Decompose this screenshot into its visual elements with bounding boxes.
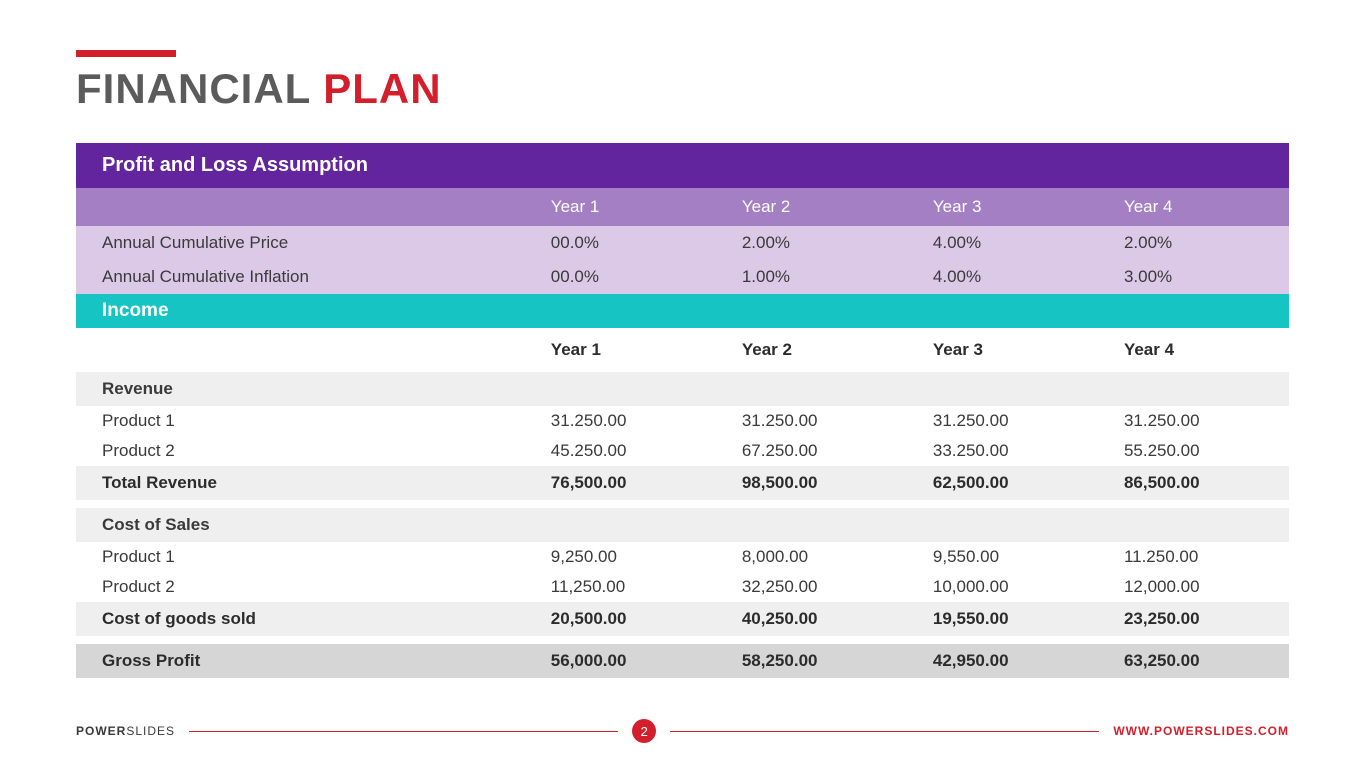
cell: 12,000.00: [1098, 572, 1289, 602]
cell: 86,500.00: [1098, 466, 1289, 500]
table-row: Product 2 45.250.00 67.250.00 33.250.00 …: [76, 436, 1289, 466]
spacer: [76, 636, 1289, 644]
cell: 55.250.00: [1098, 436, 1289, 466]
footer-line-left: [189, 731, 618, 732]
page-title: FINANCIAL PLAN: [76, 65, 1289, 113]
table-row: Product 2 11,250.00 32,250.00 10,000.00 …: [76, 572, 1289, 602]
blank-cell: [76, 188, 525, 226]
cell: 19,550.00: [907, 602, 1098, 636]
page-number-badge: 2: [632, 719, 656, 743]
cell: 11,250.00: [525, 572, 716, 602]
footer-url: WWW.POWERSLIDES.COM: [1113, 724, 1289, 738]
cell: 20,500.00: [525, 602, 716, 636]
row-label: Annual Cumulative Inflation: [76, 260, 525, 294]
income-title: Income: [76, 294, 1289, 328]
cell: 45.250.00: [525, 436, 716, 466]
cell: 23,250.00: [1098, 602, 1289, 636]
row-label: Product 1: [76, 406, 525, 436]
cell: 31.250.00: [716, 406, 907, 436]
cell: 4.00%: [907, 226, 1098, 260]
cell: 67.250.00: [716, 436, 907, 466]
footer: POWERSLIDES 2 WWW.POWERSLIDES.COM: [76, 719, 1289, 743]
row-label: Product 2: [76, 436, 525, 466]
section-header-income: Income: [76, 294, 1289, 328]
cell: 31.250.00: [907, 406, 1098, 436]
table-row: Annual Cumulative Inflation 00.0% 1.00% …: [76, 260, 1289, 294]
cost-label: Cost of Sales: [76, 508, 1289, 542]
cell: 98,500.00: [716, 466, 907, 500]
row-label: Gross Profit: [76, 644, 525, 678]
cell: 11.250.00: [1098, 542, 1289, 572]
cell: 1.00%: [716, 260, 907, 294]
blank-cell: [76, 328, 525, 372]
cell: 58,250.00: [716, 644, 907, 678]
cell: 42,950.00: [907, 644, 1098, 678]
subheader-cost: Cost of Sales: [76, 508, 1289, 542]
table-row: Annual Cumulative Price 00.0% 2.00% 4.00…: [76, 226, 1289, 260]
financial-table: Profit and Loss Assumption Year 1 Year 2…: [76, 143, 1289, 678]
slide: FINANCIAL PLAN Profit and Loss Assumptio…: [0, 0, 1365, 767]
section-header-assumption: Profit and Loss Assumption: [76, 143, 1289, 188]
row-label: Total Revenue: [76, 466, 525, 500]
assumption-year-4: Year 4: [1098, 188, 1289, 226]
income-year-4: Year 4: [1098, 328, 1289, 372]
cell: 00.0%: [525, 226, 716, 260]
assumption-year-2: Year 2: [716, 188, 907, 226]
page-number: 2: [641, 724, 648, 739]
cell: 10,000.00: [907, 572, 1098, 602]
cell: 62,500.00: [907, 466, 1098, 500]
cell: 9,250.00: [525, 542, 716, 572]
spacer: [76, 500, 1289, 508]
footer-line-right: [670, 731, 1099, 732]
revenue-label: Revenue: [76, 372, 1289, 406]
cell: 9,550.00: [907, 542, 1098, 572]
row-label: Product 1: [76, 542, 525, 572]
income-year-header: Year 1 Year 2 Year 3 Year 4: [76, 328, 1289, 372]
total-revenue-row: Total Revenue 76,500.00 98,500.00 62,500…: [76, 466, 1289, 500]
cell: 40,250.00: [716, 602, 907, 636]
cell: 00.0%: [525, 260, 716, 294]
cell: 2.00%: [716, 226, 907, 260]
accent-bar: [76, 50, 176, 57]
brand-bold: POWER: [76, 724, 126, 738]
cell: 63,250.00: [1098, 644, 1289, 678]
row-label: Annual Cumulative Price: [76, 226, 525, 260]
income-year-2: Year 2: [716, 328, 907, 372]
row-label: Cost of goods sold: [76, 602, 525, 636]
cell: 32,250.00: [716, 572, 907, 602]
subheader-revenue: Revenue: [76, 372, 1289, 406]
table-row: Product 1 9,250.00 8,000.00 9,550.00 11.…: [76, 542, 1289, 572]
table-row: Product 1 31.250.00 31.250.00 31.250.00 …: [76, 406, 1289, 436]
cell: 2.00%: [1098, 226, 1289, 260]
cell: 31.250.00: [525, 406, 716, 436]
cell: 3.00%: [1098, 260, 1289, 294]
cell: 33.250.00: [907, 436, 1098, 466]
cell: 76,500.00: [525, 466, 716, 500]
gross-profit-row: Gross Profit 56,000.00 58,250.00 42,950.…: [76, 644, 1289, 678]
cell: 31.250.00: [1098, 406, 1289, 436]
cell: 56,000.00: [525, 644, 716, 678]
income-year-1: Year 1: [525, 328, 716, 372]
assumption-year-header: Year 1 Year 2 Year 3 Year 4: [76, 188, 1289, 226]
title-word-2: PLAN: [323, 65, 441, 112]
title-word-1: FINANCIAL: [76, 65, 311, 112]
income-year-3: Year 3: [907, 328, 1098, 372]
cell: 8,000.00: [716, 542, 907, 572]
assumption-year-3: Year 3: [907, 188, 1098, 226]
assumption-title: Profit and Loss Assumption: [76, 143, 1289, 188]
row-label: Product 2: [76, 572, 525, 602]
brand-light: SLIDES: [126, 724, 175, 738]
total-cost-row: Cost of goods sold 20,500.00 40,250.00 1…: [76, 602, 1289, 636]
cell: 4.00%: [907, 260, 1098, 294]
footer-brand: POWERSLIDES: [76, 724, 175, 738]
assumption-year-1: Year 1: [525, 188, 716, 226]
